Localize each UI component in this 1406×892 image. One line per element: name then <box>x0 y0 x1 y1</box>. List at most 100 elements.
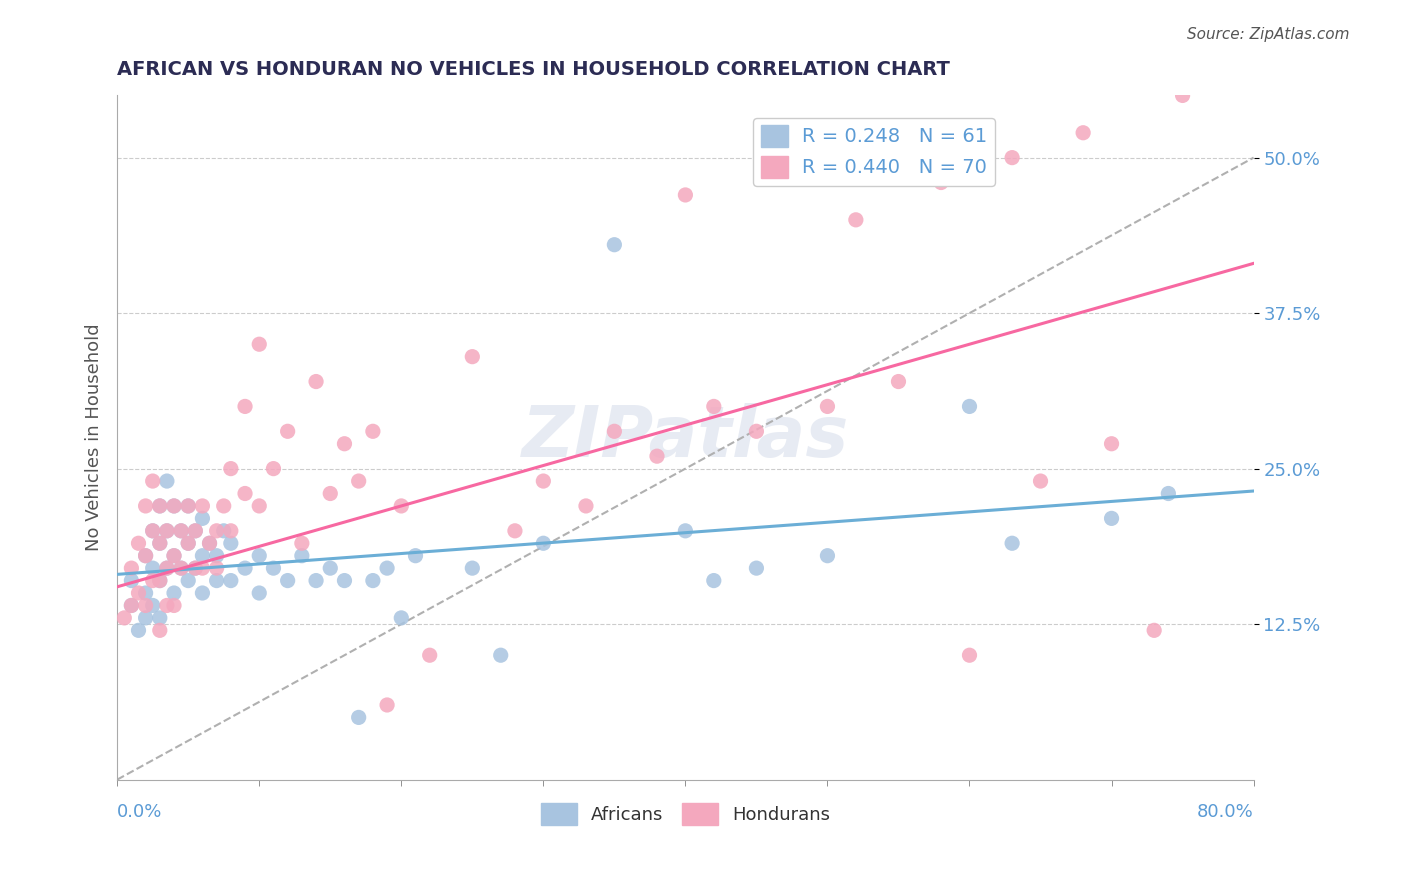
Point <box>959 400 981 414</box>
Point <box>191 586 214 600</box>
Point <box>149 611 172 625</box>
Point <box>156 561 179 575</box>
Point <box>233 486 256 500</box>
Point <box>205 561 228 575</box>
Point <box>319 561 342 575</box>
Point <box>531 536 554 550</box>
Point <box>745 561 768 575</box>
Legend: Africans, Hondurans: Africans, Hondurans <box>533 796 838 832</box>
Text: 0.0%: 0.0% <box>117 803 163 822</box>
Point <box>149 499 172 513</box>
Point <box>817 549 839 563</box>
Point <box>156 599 179 613</box>
Point <box>645 449 668 463</box>
Point <box>177 499 200 513</box>
Point <box>163 549 186 563</box>
Point <box>191 511 214 525</box>
Point <box>1171 88 1194 103</box>
Point <box>305 375 328 389</box>
Point <box>233 561 256 575</box>
Point <box>887 375 910 389</box>
Point <box>219 536 242 550</box>
Point <box>149 499 172 513</box>
Point <box>135 599 157 613</box>
Point <box>277 574 299 588</box>
Point <box>142 574 165 588</box>
Point <box>156 524 179 538</box>
Point <box>149 574 172 588</box>
Point <box>1001 536 1024 550</box>
Point <box>163 599 186 613</box>
Point <box>1001 151 1024 165</box>
Point <box>1101 511 1123 525</box>
Point <box>184 524 207 538</box>
Point <box>120 561 142 575</box>
Point <box>198 536 221 550</box>
Point <box>205 549 228 563</box>
Point <box>603 237 626 252</box>
Point <box>170 561 193 575</box>
Point <box>163 549 186 563</box>
Point <box>277 425 299 439</box>
Point <box>212 524 235 538</box>
Point <box>112 611 135 625</box>
Text: ZIPatlas: ZIPatlas <box>522 403 849 472</box>
Point <box>177 536 200 550</box>
Point <box>142 561 165 575</box>
Point <box>375 561 398 575</box>
Point <box>347 710 370 724</box>
Point <box>170 561 193 575</box>
Point <box>703 400 725 414</box>
Point <box>205 574 228 588</box>
Point <box>247 337 270 351</box>
Point <box>142 474 165 488</box>
Point <box>929 176 952 190</box>
Point <box>1029 474 1052 488</box>
Point <box>1101 436 1123 450</box>
Point <box>291 536 314 550</box>
Point <box>212 499 235 513</box>
Point <box>319 486 342 500</box>
Point <box>375 698 398 712</box>
Point <box>673 524 696 538</box>
Point <box>142 599 165 613</box>
Point <box>219 574 242 588</box>
Point <box>959 648 981 663</box>
Point <box>135 586 157 600</box>
Point <box>170 524 193 538</box>
Point <box>184 561 207 575</box>
Point <box>1071 126 1094 140</box>
Point <box>503 524 526 538</box>
Point <box>149 574 172 588</box>
Point <box>603 425 626 439</box>
Point <box>219 461 242 475</box>
Point <box>247 499 270 513</box>
Point <box>120 574 142 588</box>
Point <box>135 549 157 563</box>
Point <box>361 574 384 588</box>
Point <box>333 436 356 450</box>
Point <box>389 611 412 625</box>
Point <box>163 499 186 513</box>
Point <box>419 648 441 663</box>
Point <box>673 188 696 202</box>
Point <box>489 648 512 663</box>
Point <box>389 499 412 513</box>
Point <box>149 536 172 550</box>
Point <box>247 586 270 600</box>
Point <box>405 549 427 563</box>
Point <box>191 499 214 513</box>
Point <box>262 461 284 475</box>
Point <box>333 574 356 588</box>
Point <box>142 524 165 538</box>
Point <box>170 524 193 538</box>
Point <box>291 549 314 563</box>
Point <box>461 561 484 575</box>
Point <box>120 599 142 613</box>
Point <box>361 425 384 439</box>
Point <box>128 536 150 550</box>
Point <box>135 611 157 625</box>
Point <box>531 474 554 488</box>
Point <box>703 574 725 588</box>
Point <box>156 474 179 488</box>
